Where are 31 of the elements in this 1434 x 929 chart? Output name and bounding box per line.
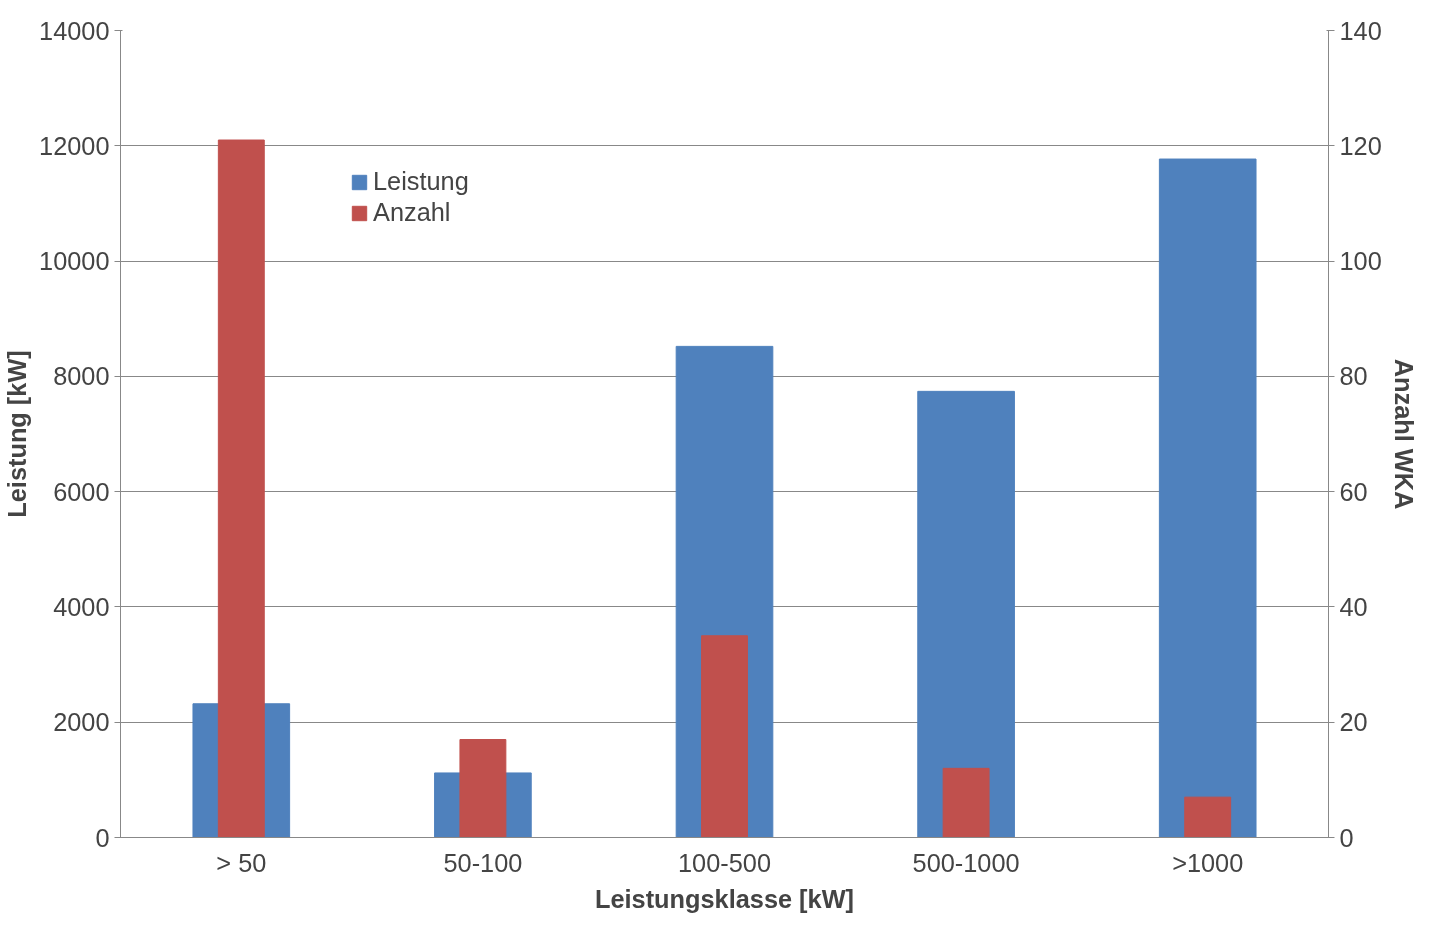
- x-tick-label: 100-500: [678, 848, 771, 877]
- y2-axis-title: Anzahl WKA: [1389, 358, 1418, 510]
- y2-tick-label: 40: [1339, 592, 1368, 621]
- y2-tick-label: 80: [1339, 362, 1368, 391]
- bar: [917, 390, 1015, 838]
- bar: [1158, 158, 1257, 838]
- y2-tick-label: 140: [1339, 16, 1382, 45]
- y-tick-label: 14000: [39, 16, 110, 45]
- y-tick-label: 8000: [53, 362, 110, 391]
- y2-tick-label: 20: [1339, 708, 1368, 737]
- y-tick-label: 10000: [39, 247, 110, 276]
- y-tick-label: 4000: [53, 592, 110, 621]
- x-tick-label: 500-1000: [912, 848, 1020, 877]
- y-tick-label: 6000: [53, 477, 110, 506]
- x-tick-label: >1000: [1172, 848, 1244, 877]
- x-tick-label: 50-100: [443, 848, 523, 877]
- y-tick-label: 2000: [53, 708, 110, 737]
- bar: [942, 767, 990, 838]
- x-tick-label: > 50: [216, 848, 267, 877]
- y2-tick-label: 0: [1339, 823, 1354, 852]
- y-tick-label: 12000: [39, 131, 110, 160]
- x-axis-title: Leistungsklasse [kW]: [595, 884, 854, 913]
- y2-tick-label: 120: [1339, 131, 1382, 160]
- bar: [701, 635, 748, 838]
- y-tick-label: 0: [95, 823, 110, 852]
- bar: [1184, 796, 1232, 838]
- legend-label: Anzahl: [373, 198, 451, 227]
- y2-tick-label: 100: [1339, 247, 1382, 276]
- y-axis-title: Leistung [kW]: [3, 350, 32, 518]
- y2-tick-label: 60: [1339, 477, 1368, 506]
- legend-label: Leistung: [373, 167, 469, 196]
